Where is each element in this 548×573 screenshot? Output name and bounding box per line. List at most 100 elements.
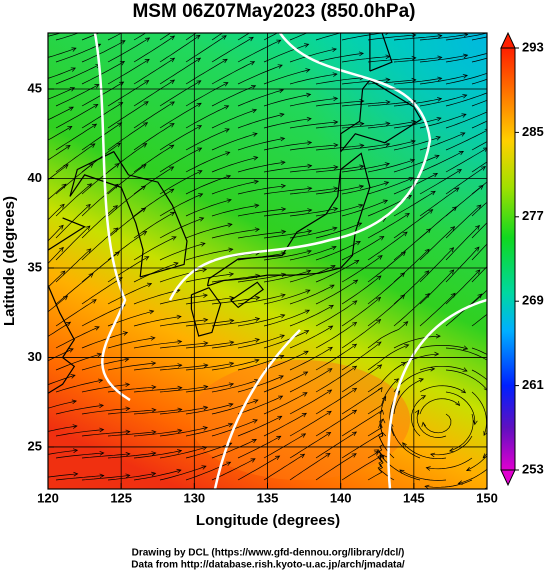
arrowhead xyxy=(98,403,104,409)
streamline xyxy=(289,246,337,261)
streamline xyxy=(159,386,208,393)
arrowhead xyxy=(228,382,235,387)
arrowhead xyxy=(351,343,358,349)
arrowhead xyxy=(122,331,129,336)
arrowhead xyxy=(70,67,76,72)
arrowhead xyxy=(461,113,467,118)
arrowhead xyxy=(327,389,333,395)
streamline xyxy=(185,223,232,239)
arrowhead xyxy=(221,35,227,40)
colorbar-tick-label: 277 xyxy=(522,208,544,223)
arrowhead xyxy=(425,466,431,471)
streamline xyxy=(393,293,430,327)
streamline xyxy=(185,58,228,85)
contour xyxy=(387,298,487,489)
arrowhead xyxy=(177,339,183,345)
streamline xyxy=(393,209,433,239)
arrowhead xyxy=(352,300,358,305)
arrowhead xyxy=(359,121,365,127)
streamline xyxy=(263,187,312,195)
arrowhead xyxy=(125,473,131,479)
y-tick-label: 40 xyxy=(28,170,42,185)
streamline xyxy=(159,364,208,371)
streamline xyxy=(416,410,447,438)
colorbar-tick-label: 269 xyxy=(522,293,544,308)
arrowhead xyxy=(519,407,523,411)
arrowhead xyxy=(69,87,76,92)
streamline xyxy=(107,122,148,151)
streamline xyxy=(55,225,91,261)
streamline xyxy=(449,413,474,452)
streamline xyxy=(55,183,92,217)
arrowhead xyxy=(197,147,203,152)
streamline xyxy=(185,128,230,151)
streamline xyxy=(211,399,259,415)
streamline xyxy=(185,151,230,173)
arrowhead xyxy=(254,317,261,322)
streamline xyxy=(55,353,102,371)
streamline xyxy=(55,273,94,305)
arrowhead xyxy=(376,318,382,324)
arrowhead xyxy=(279,334,285,339)
arrowhead xyxy=(532,144,536,148)
arrowhead xyxy=(63,164,69,169)
streamline xyxy=(133,469,181,481)
streamline xyxy=(393,56,442,63)
arrowhead xyxy=(351,453,357,458)
graticule xyxy=(48,33,487,489)
arrowhead xyxy=(169,166,175,171)
streamline xyxy=(498,24,543,41)
arrowhead xyxy=(305,289,311,294)
arrowhead xyxy=(411,55,417,61)
arrowhead xyxy=(203,384,209,390)
streamline xyxy=(185,442,232,459)
coastline xyxy=(369,33,393,72)
title: MSM 06Z07May2023 (850.0hPa) xyxy=(132,1,415,22)
arrowhead xyxy=(332,226,338,232)
streamline xyxy=(341,319,381,349)
streamline xyxy=(419,75,468,85)
streamline xyxy=(471,99,487,107)
arrowhead xyxy=(489,31,493,35)
streamline xyxy=(289,48,337,63)
streamline xyxy=(133,166,174,195)
arrowhead xyxy=(382,454,388,460)
streamline xyxy=(471,369,487,381)
arrowhead xyxy=(71,399,77,405)
streamline xyxy=(367,272,405,305)
coastlines xyxy=(48,33,422,394)
arrowhead xyxy=(379,454,385,460)
arrowhead xyxy=(304,330,310,335)
arrowhead xyxy=(381,395,387,401)
streamline xyxy=(315,100,364,107)
x-tick-label: 125 xyxy=(110,490,132,505)
plot-area xyxy=(48,24,543,489)
streamline xyxy=(445,111,487,129)
streamline xyxy=(367,34,416,41)
streamline xyxy=(379,454,421,481)
arrowhead xyxy=(535,104,539,108)
x-tick-label: 150 xyxy=(476,490,498,505)
arrowhead xyxy=(475,269,481,275)
streamline xyxy=(458,468,487,484)
arrowhead xyxy=(302,392,308,397)
arrowhead xyxy=(202,426,208,431)
coastline xyxy=(48,357,76,394)
arrowhead xyxy=(144,256,150,261)
arrowhead xyxy=(280,313,286,319)
streamline xyxy=(315,52,364,63)
streamline xyxy=(367,251,406,283)
streamline xyxy=(185,199,232,217)
streamline xyxy=(81,474,130,481)
arrowhead xyxy=(484,128,487,134)
arrowhead xyxy=(280,183,287,189)
arrowhead xyxy=(420,395,427,400)
arrowhead xyxy=(248,36,254,42)
arrowhead xyxy=(299,453,306,459)
streamline xyxy=(81,453,130,459)
arrowhead xyxy=(352,365,358,371)
streamline xyxy=(185,248,233,261)
x-axis-label: Longitude (degrees) xyxy=(196,512,340,529)
arrowhead xyxy=(401,362,407,367)
